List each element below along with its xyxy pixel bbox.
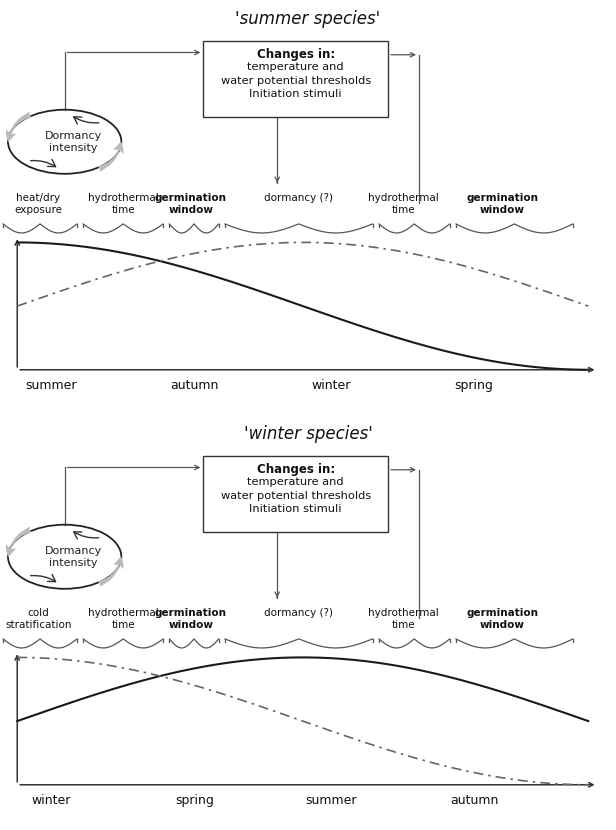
- FancyBboxPatch shape: [203, 456, 388, 532]
- Text: heat/dry
exposure: heat/dry exposure: [14, 193, 62, 215]
- Text: dormancy (?): dormancy (?): [264, 193, 333, 203]
- Text: germination
window: germination window: [466, 193, 538, 215]
- FancyArrowPatch shape: [6, 527, 32, 557]
- Text: hydrothermal
time: hydrothermal time: [368, 193, 439, 215]
- Text: autumn: autumn: [450, 793, 498, 807]
- Text: germination
window: germination window: [155, 608, 227, 630]
- Text: spring: spring: [175, 793, 214, 807]
- Text: temperature and
water potential thresholds
Initiation stimuli: temperature and water potential threshol…: [221, 62, 371, 99]
- Text: cold
stratification: cold stratification: [5, 608, 71, 630]
- Text: summer: summer: [26, 378, 77, 392]
- FancyArrowPatch shape: [97, 141, 123, 172]
- Text: 'winter species': 'winter species': [243, 425, 373, 443]
- Text: hydrothermal
time: hydrothermal time: [368, 608, 439, 630]
- FancyArrowPatch shape: [74, 117, 99, 124]
- Text: summer: summer: [306, 793, 357, 807]
- FancyBboxPatch shape: [203, 41, 388, 117]
- FancyArrowPatch shape: [31, 159, 55, 167]
- Text: Dormancy
intensity: Dormancy intensity: [44, 131, 102, 153]
- FancyArrowPatch shape: [74, 532, 99, 540]
- Text: spring: spring: [455, 378, 493, 392]
- Text: winter: winter: [312, 378, 351, 392]
- Text: 'summer species': 'summer species': [235, 10, 381, 28]
- Text: Changes in:: Changes in:: [256, 463, 335, 476]
- Text: winter: winter: [32, 793, 71, 807]
- FancyArrowPatch shape: [6, 112, 32, 142]
- FancyArrowPatch shape: [31, 574, 55, 582]
- Text: autumn: autumn: [170, 378, 219, 392]
- Text: Dormancy
intensity: Dormancy intensity: [44, 546, 102, 568]
- Text: hydrothermal
time: hydrothermal time: [88, 608, 158, 630]
- Text: germination
window: germination window: [155, 193, 227, 215]
- FancyArrowPatch shape: [97, 556, 123, 587]
- Text: germination
window: germination window: [466, 608, 538, 630]
- Text: temperature and
water potential thresholds
Initiation stimuli: temperature and water potential threshol…: [221, 477, 371, 514]
- Text: dormancy (?): dormancy (?): [264, 608, 333, 618]
- Text: Changes in:: Changes in:: [256, 48, 335, 61]
- Text: hydrothermal
time: hydrothermal time: [88, 193, 158, 215]
